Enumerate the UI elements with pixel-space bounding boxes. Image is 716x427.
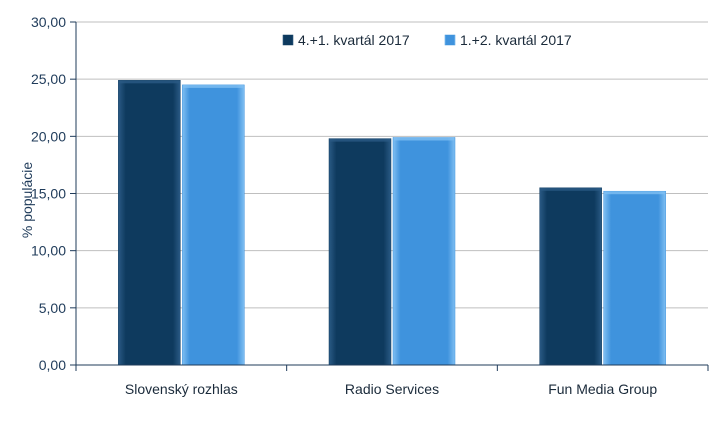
bar-top-highlight	[119, 80, 180, 84]
y-tick-label: 30,00	[31, 14, 66, 30]
bars	[118, 80, 666, 366]
bar-top-highlight	[330, 138, 390, 142]
y-tick-label: 10,00	[31, 243, 66, 259]
bar-top-highlight	[394, 137, 454, 141]
bar-series1[interactable]	[539, 187, 602, 366]
bar-top-highlight	[604, 191, 665, 195]
x-category-label: Slovenský rozhlas	[125, 381, 238, 397]
legend-swatch-2	[444, 34, 456, 46]
legend-label-1: 4.+1. kvartál 2017	[298, 32, 410, 48]
x-axis-categories: Slovenský rozhlas Radio Services Fun Media…	[125, 381, 657, 397]
gridlines	[76, 21, 708, 309]
bar-top-highlight	[183, 84, 244, 88]
bar-series1[interactable]	[118, 80, 181, 366]
axes	[75, 22, 709, 371]
y-tick-label: 15,00	[31, 186, 66, 202]
bar-top-highlight	[540, 187, 601, 191]
bar-series1[interactable]	[328, 138, 392, 366]
bar-series2[interactable]	[182, 84, 245, 366]
y-tick-label: 5,00	[39, 300, 66, 316]
y-tick-label: 20,00	[31, 128, 66, 144]
legend-swatch-1	[282, 34, 294, 46]
y-tick-label: 0,00	[39, 357, 66, 373]
legend-label-2: 1.+2. kvartál 2017	[460, 32, 572, 48]
y-axis-ticks: 0,00 5,00 10,00 15,00 20,00 25,00 30,00	[31, 14, 76, 373]
y-tick-label: 25,00	[31, 71, 66, 87]
x-category-label: Radio Services	[345, 381, 439, 397]
bar-series2[interactable]	[392, 137, 456, 366]
legend[interactable]: 4.+1. kvartál 2017 1.+2. kvartál 2017	[282, 32, 572, 48]
x-category-label: Fun Media Group	[548, 381, 657, 397]
y-axis-title: % populácie	[19, 162, 35, 238]
bar-series2[interactable]	[603, 190, 666, 366]
